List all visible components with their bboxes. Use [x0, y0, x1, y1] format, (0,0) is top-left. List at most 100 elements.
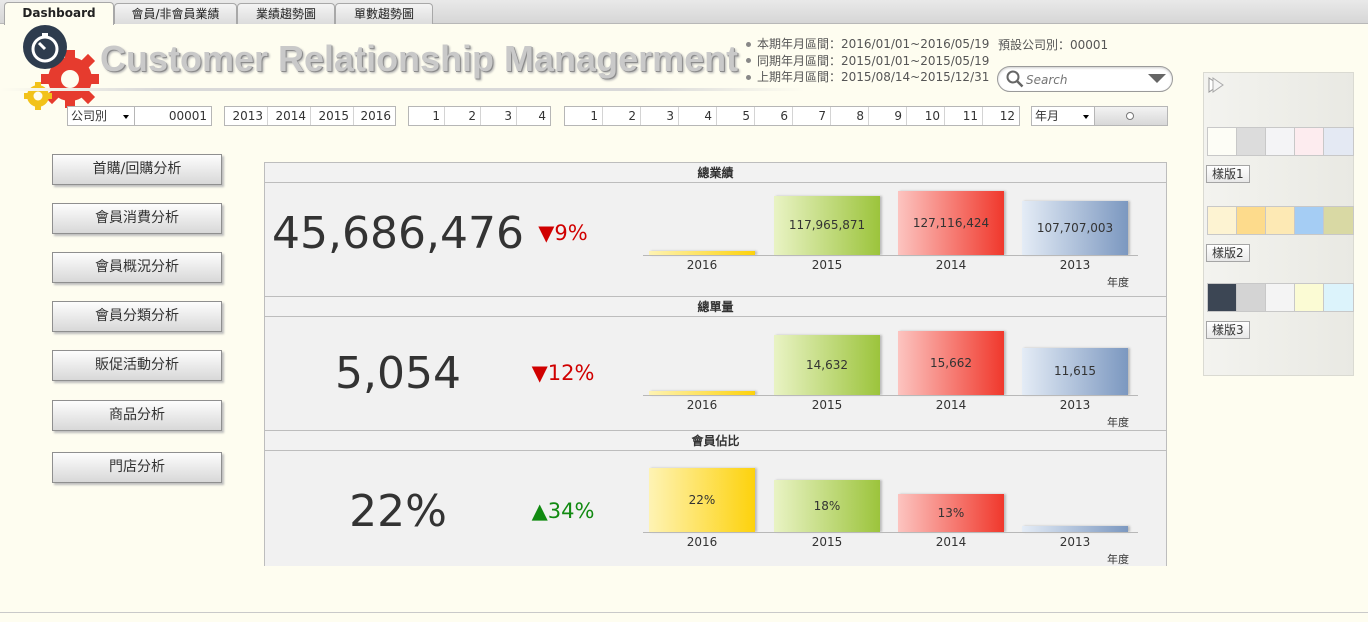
- quarter-item[interactable]: 2: [445, 107, 481, 125]
- theme-swatch[interactable]: [1266, 207, 1295, 234]
- month-item[interactable]: 8: [831, 107, 869, 125]
- bullet-icon: [746, 58, 751, 64]
- theme1-swatches: [1207, 127, 1354, 156]
- chart-axis: [643, 255, 1138, 256]
- year-slicer: 2013 2014 2015 2016: [224, 106, 396, 126]
- quarter-item[interactable]: 3: [481, 107, 517, 125]
- chart-bar[interactable]: [649, 391, 755, 395]
- theme-swatch[interactable]: [1295, 128, 1324, 155]
- chart-bar[interactable]: [649, 251, 755, 255]
- kpi-section-title: 總單量: [265, 297, 1166, 317]
- month-item[interactable]: 5: [717, 107, 755, 125]
- month-item[interactable]: 4: [679, 107, 717, 125]
- chart-bar[interactable]: 13%: [898, 494, 1004, 532]
- expand-arrow-icon[interactable]: [1206, 75, 1226, 95]
- nav-member-category-button[interactable]: 會員分類分析: [52, 301, 222, 332]
- month-item[interactable]: 10: [907, 107, 945, 125]
- theme-swatch[interactable]: [1237, 128, 1266, 155]
- theme-swatch[interactable]: [1237, 207, 1266, 234]
- theme1-button[interactable]: 樣版1: [1206, 165, 1250, 183]
- month-item[interactable]: 11: [945, 107, 983, 125]
- tab-dashboard[interactable]: Dashboard: [4, 2, 114, 25]
- kpi-section-body: 5,054 ▼12% 2016 14,632 2015 15,662 2014 11,615 2…: [265, 317, 1166, 430]
- month-item[interactable]: 12: [999, 109, 1015, 123]
- quarter-item[interactable]: 1: [409, 107, 445, 125]
- chart-bar[interactable]: 14,632: [774, 335, 880, 395]
- chart-x-label: 2014: [935, 258, 967, 272]
- year-item[interactable]: 2014: [268, 107, 311, 125]
- chart-bar[interactable]: 11,615: [1022, 348, 1128, 395]
- theme2-swatches: [1207, 206, 1354, 235]
- chart-bar[interactable]: [1022, 526, 1128, 532]
- chart-axis-title: 年度: [1107, 276, 1129, 289]
- chevron-down-icon[interactable]: [1148, 74, 1166, 83]
- chevron-down-icon: [1083, 115, 1089, 119]
- nav-member-overview-button[interactable]: 會員概況分析: [52, 252, 222, 283]
- chart-x-label: 2016: [686, 535, 718, 549]
- search-input[interactable]: [1026, 71, 1136, 88]
- theme-swatch[interactable]: [1266, 128, 1295, 155]
- year-item[interactable]: 2013: [225, 107, 268, 125]
- kpi-section-body: 22% ▲34% 22% 2016 18% 2015 13% 2014 2013 年度: [265, 451, 1166, 566]
- time-scrollbar[interactable]: [1094, 106, 1168, 126]
- nav-store-button[interactable]: 門店分析: [52, 452, 222, 483]
- kpi-section-member-share: 會員佔比 22% ▲34% 22% 2016 18% 2015 13% 2014 2013 年度: [265, 431, 1166, 567]
- theme-swatch[interactable]: [1208, 128, 1237, 155]
- company-dim-select[interactable]: 公司別: [67, 106, 135, 126]
- theme-swatch[interactable]: [1324, 128, 1353, 155]
- nav-promotion-button[interactable]: 販促活動分析: [52, 350, 222, 381]
- month-item[interactable]: 6: [755, 107, 793, 125]
- footer-divider: [0, 612, 1368, 613]
- time-unit-select[interactable]: 年月: [1031, 106, 1095, 126]
- kpi-value: 22%: [349, 486, 447, 537]
- theme-swatch[interactable]: [1324, 207, 1353, 234]
- bullet-icon: [746, 74, 751, 80]
- theme-swatch[interactable]: [1208, 207, 1237, 234]
- tab-order-trend[interactable]: 單數趨勢圖: [335, 3, 433, 24]
- theme-swatch[interactable]: [1324, 284, 1353, 311]
- chart-x-label: 2016: [686, 258, 718, 272]
- month-item[interactable]: 3: [641, 107, 679, 125]
- chart-x-label: 2015: [811, 535, 843, 549]
- theme-swatch[interactable]: [1237, 284, 1266, 311]
- chart-bar[interactable]: 127,116,424: [898, 191, 1004, 255]
- month-item[interactable]: 2: [603, 107, 641, 125]
- chart-x-label: 2013: [1059, 258, 1091, 272]
- quarter-item[interactable]: 4: [538, 109, 546, 123]
- chart-bar[interactable]: 18%: [774, 480, 880, 532]
- chart-x-label: 2016: [686, 398, 718, 412]
- theme-swatch[interactable]: [1266, 284, 1295, 311]
- section-divider: [265, 430, 1166, 431]
- nav-first-repeat-purchase-button[interactable]: 首購/回購分析: [52, 154, 222, 185]
- theme3-swatches: [1207, 283, 1354, 312]
- default-company: 預設公司別：00001: [998, 38, 1109, 52]
- nav-member-spending-button[interactable]: 會員消費分析: [52, 203, 222, 234]
- year-item[interactable]: 2015: [311, 107, 354, 125]
- search-box[interactable]: [997, 66, 1173, 92]
- chart-bar[interactable]: 15,662: [898, 331, 1004, 395]
- chart-bar[interactable]: 107,707,003: [1022, 201, 1128, 255]
- scroll-thumb[interactable]: [1126, 112, 1134, 120]
- theme-swatch[interactable]: [1295, 284, 1324, 311]
- chart-bar[interactable]: 22%: [649, 468, 755, 532]
- section-divider: [265, 296, 1166, 297]
- theme-swatch[interactable]: [1295, 207, 1324, 234]
- theme-swatch[interactable]: [1208, 284, 1237, 311]
- theme2-button[interactable]: 樣版2: [1206, 244, 1250, 262]
- company-value-field[interactable]: 00001: [134, 106, 212, 126]
- kpi-panel: 總業績 45,686,476 ▼9% 2016 117,965,871 2015 127,1…: [264, 162, 1167, 566]
- nav-product-button[interactable]: 商品分析: [52, 400, 222, 431]
- title-divider: [0, 88, 805, 91]
- period-previous: 上期年月區間：2015/08/14~2015/12/31: [757, 70, 990, 84]
- chart-x-label: 2015: [811, 258, 843, 272]
- chart-bar[interactable]: 117,965,871: [774, 196, 880, 255]
- theme3-button[interactable]: 樣版3: [1206, 321, 1250, 339]
- month-item[interactable]: 7: [793, 107, 831, 125]
- year-item[interactable]: 2016: [360, 109, 391, 123]
- chart-axis-title: 年度: [1107, 416, 1129, 429]
- month-item[interactable]: 9: [869, 107, 907, 125]
- kpi-change: ▲34%: [531, 499, 595, 523]
- tab-member-sales[interactable]: 會員/非會員業績: [114, 3, 237, 24]
- month-item[interactable]: 1: [565, 107, 603, 125]
- tab-sales-trend[interactable]: 業績趨勢圖: [237, 3, 335, 24]
